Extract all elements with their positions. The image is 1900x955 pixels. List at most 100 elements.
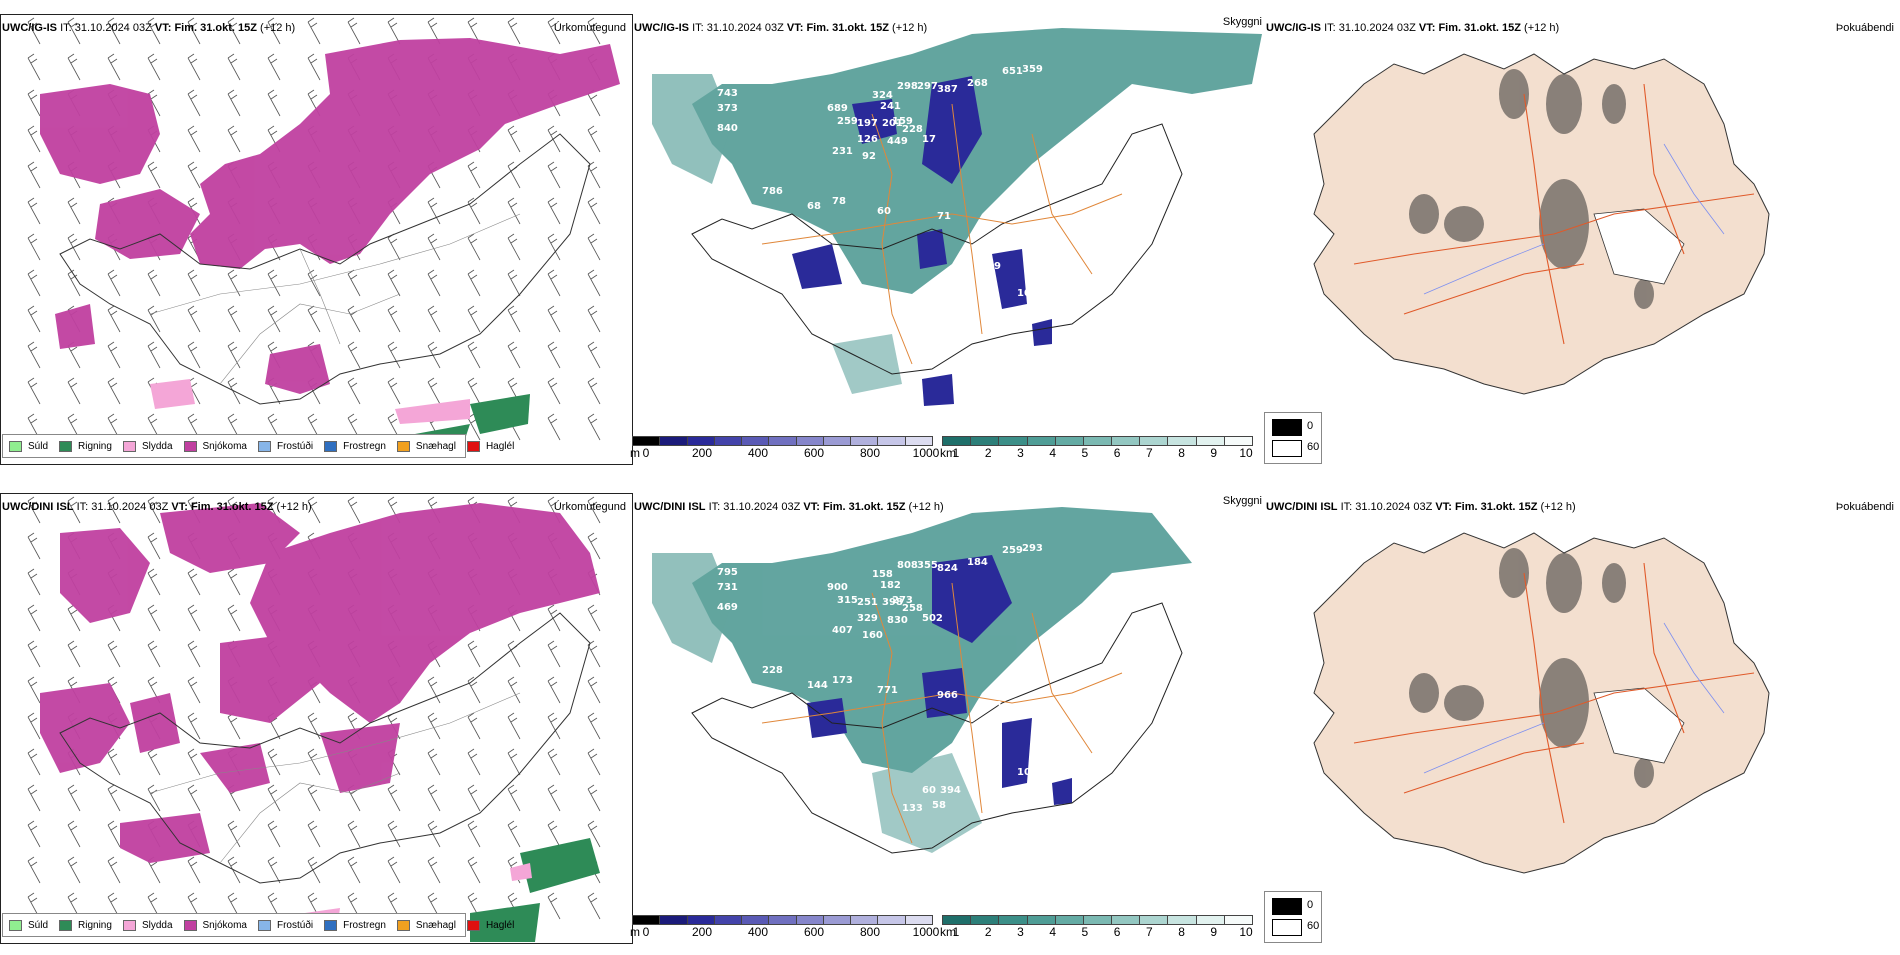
wind-barb (147, 269, 161, 297)
legend-swatch (396, 440, 410, 452)
panel-title: Þokuábendi (1835, 501, 1894, 513)
wind-barb (27, 125, 41, 153)
ceiling-value-label: 651 (1002, 66, 1023, 77)
wind-barb (27, 377, 41, 405)
legend-item: Frostregn (324, 440, 386, 452)
ceiling-value-label: 771 (877, 685, 898, 696)
panel-title: Þokuábendi (1835, 22, 1894, 34)
init-time: 31.10.2024 03Z (723, 501, 801, 513)
wind-barb (507, 748, 521, 776)
legend-swatch (9, 919, 22, 931)
ceiling-area (792, 76, 1052, 406)
visibility-colorbar: 1 2 3 4 5 6 7 8 9 10 km (940, 436, 1253, 460)
wind-barb (27, 784, 41, 812)
wind-barb (547, 712, 561, 740)
colorbar-tick-label: 10 (1239, 446, 1253, 460)
ceiling-value-label: 743 (717, 88, 738, 99)
wind-barb (587, 712, 601, 740)
legend-swatch (59, 440, 73, 452)
wind-barb (307, 748, 321, 776)
coastline (691, 123, 1183, 375)
wind-barb (267, 53, 281, 81)
ceiling-value-label: 5 (932, 321, 939, 332)
fog-legend: 0 60 (1264, 412, 1322, 464)
valid-time: Fim. 31.okt. 15Z (1454, 501, 1538, 513)
wind-barb (507, 305, 521, 333)
wind-barb (147, 748, 161, 776)
wind-barb (547, 748, 561, 776)
ceiling-value-label: 62 (847, 785, 861, 796)
ceiling-colorbar: 0 200 400 600 800 1000 m (630, 436, 939, 460)
ceiling-value-label: 69 (987, 261, 1001, 272)
colorbar-segment (1111, 436, 1140, 446)
colorbar-tick-label: 200 (691, 925, 713, 939)
wind-barb (227, 125, 241, 153)
wind-barb (227, 712, 241, 740)
ceiling-value-label: 398 (882, 597, 903, 608)
wind-barb (467, 712, 481, 740)
wind-barb (387, 856, 401, 884)
legend-item: Slydda (122, 440, 173, 452)
legend-item: Snæhagl (396, 440, 456, 452)
colorbar-segment (741, 915, 769, 925)
snow-area (40, 503, 600, 863)
ceiling-colorbar: 0 200 400 600 800 1000 m (630, 915, 940, 939)
ceiling-value-label: 133 (902, 803, 923, 814)
legend-label: Súld (28, 919, 49, 931)
colorbar-ticks: 1 2 3 4 5 6 7 8 9 10 (942, 925, 1253, 939)
legend-item: Haglél (466, 919, 514, 931)
wind-barb (27, 341, 41, 369)
sleet-area (150, 379, 470, 424)
colorbar-ticks: 0 200 400 600 800 1000 (632, 925, 940, 939)
wind-barb (467, 856, 481, 884)
wind-barb (187, 89, 201, 117)
coastline (59, 612, 591, 884)
wind-barb (27, 820, 41, 848)
wind-barb (467, 269, 481, 297)
colorbar-tick-label: 10 (1239, 925, 1253, 939)
colorbar-segment (822, 436, 851, 446)
legend-swatch (183, 919, 197, 931)
colorbar-tick-label: 5 (1081, 925, 1089, 939)
wind-barb (147, 532, 161, 560)
vt-label: VT: (154, 22, 172, 34)
wind-barb (347, 377, 361, 405)
colorbar-tick-label: 2 (984, 446, 992, 460)
wind-barb (67, 197, 81, 225)
ceiling-value-label: 731 (717, 582, 738, 593)
wind-barb (587, 676, 601, 704)
rivers (1423, 143, 1725, 295)
wind-barb (347, 820, 361, 848)
wind-barb (587, 413, 601, 441)
ceiling-value-label: 201 (882, 118, 903, 129)
colorbar-tick-label: 8 (1178, 446, 1185, 460)
ceiling-value-label: 126 (857, 134, 878, 145)
roads (1353, 562, 1755, 824)
wind-barb (467, 377, 481, 405)
init-time: 31.10.2024 03Z (91, 501, 169, 513)
legend-swatch (257, 440, 271, 452)
wind-barb (307, 856, 321, 884)
colorbar-segment (1054, 915, 1083, 925)
panel-title: Skyggni (1222, 495, 1262, 507)
legend-item: Snæhagl (396, 919, 456, 931)
wind-barb (427, 233, 441, 261)
wind-barb (27, 748, 41, 776)
wind-barb (587, 17, 601, 45)
wind-barb (227, 604, 241, 632)
ceiling-value-label: 231 (832, 146, 853, 157)
wind-barb (467, 233, 481, 261)
wind-barb (267, 784, 281, 812)
legend-label: Haglél (485, 440, 515, 452)
wind-barb (547, 676, 561, 704)
wind-barb (67, 784, 81, 812)
wind-barb (187, 784, 201, 812)
wind-barb (227, 53, 241, 81)
roads (761, 582, 1123, 844)
wind-barb (307, 820, 321, 848)
ceiling-value-label: 159 (892, 116, 913, 127)
wind-barb (107, 496, 121, 524)
colorbar-segment (970, 436, 999, 446)
ceiling-value-label: 355 (917, 560, 938, 571)
